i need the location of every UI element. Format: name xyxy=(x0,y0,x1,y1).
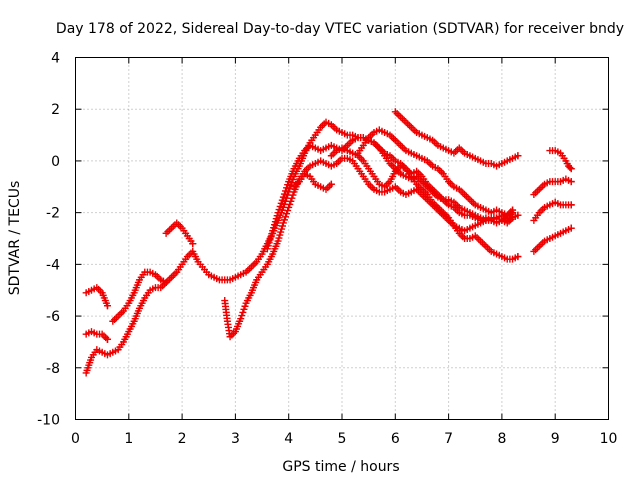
y-tick-label: -10 xyxy=(37,413,60,429)
series-arc-7 xyxy=(263,134,522,253)
x-tick-label: 5 xyxy=(338,431,347,447)
data-point xyxy=(278,196,286,204)
data-point xyxy=(327,180,335,188)
y-axis-label: SDTVAR / TECUs xyxy=(7,181,23,296)
data-point xyxy=(275,206,283,214)
data-point xyxy=(288,194,296,202)
y-tick-label: -2 xyxy=(46,206,60,222)
y-tick-label: 4 xyxy=(51,51,60,67)
x-tick-label: 4 xyxy=(284,431,293,447)
data-point xyxy=(282,187,290,195)
series-arc-1 xyxy=(82,284,111,310)
data-point xyxy=(509,206,517,214)
data-point xyxy=(287,197,295,205)
series-arc-2 xyxy=(82,328,111,343)
series-arc-6 xyxy=(221,154,517,341)
data-point xyxy=(276,202,284,210)
data-point xyxy=(285,203,293,211)
data-marks xyxy=(82,108,575,377)
y-tick-label: 2 xyxy=(51,102,60,118)
data-point xyxy=(284,207,292,215)
data-point xyxy=(289,191,297,199)
data-point xyxy=(279,219,287,227)
chart-title: Day 178 of 2022, Sidereal Day-to-day VTE… xyxy=(56,21,624,37)
data-point xyxy=(103,302,111,310)
data-point xyxy=(279,193,287,201)
data-point xyxy=(237,315,245,323)
data-point xyxy=(282,213,290,221)
y-tick-label: 0 xyxy=(51,154,60,170)
data-point xyxy=(240,305,248,313)
data-point xyxy=(514,152,522,160)
series-arc-5 xyxy=(162,219,197,248)
x-tick-label: 1 xyxy=(124,431,133,447)
data-point xyxy=(567,165,575,173)
x-tick-label: 7 xyxy=(444,431,453,447)
x-tick-label: 2 xyxy=(178,431,187,447)
plot-frame xyxy=(75,57,609,420)
x-tick-label: 10 xyxy=(600,431,618,447)
data-point xyxy=(280,216,288,224)
y-tick-label: -4 xyxy=(46,257,60,273)
series-arc-8 xyxy=(327,144,517,227)
data-point xyxy=(277,199,285,207)
x-tick-label: 0 xyxy=(71,431,80,447)
series-arc-10 xyxy=(391,108,522,170)
x-axis-label: GPS time / hours xyxy=(282,459,399,475)
data-point xyxy=(283,210,291,218)
data-point xyxy=(286,200,294,208)
series-arc-4 xyxy=(109,268,170,325)
series-arc-15 xyxy=(546,147,575,173)
series-arc-3 xyxy=(82,118,522,377)
data-point xyxy=(241,302,249,310)
data-point xyxy=(274,209,282,217)
data-point xyxy=(238,312,246,320)
x-tick-label: 8 xyxy=(497,431,506,447)
x-tick-label: 9 xyxy=(551,431,560,447)
series-arc-11 xyxy=(290,170,335,193)
data-point xyxy=(567,224,575,232)
x-tick-label: 3 xyxy=(231,431,240,447)
x-tick-label: 6 xyxy=(391,431,400,447)
data-point xyxy=(284,181,292,189)
data-point xyxy=(103,335,111,343)
series-arc-13 xyxy=(530,224,575,255)
axes: 0 1 2 3 4 5 6 7 8 9 10 -10 -8 -6 -4 -2 0 2 4 xyxy=(37,51,617,448)
data-point xyxy=(566,163,574,171)
data-point xyxy=(283,184,291,192)
y-tick-label: -8 xyxy=(46,361,60,377)
series-arc-14 xyxy=(530,175,575,199)
data-point xyxy=(239,308,247,316)
data-point xyxy=(567,178,575,186)
grid xyxy=(75,57,609,420)
series-arc-9 xyxy=(354,126,517,219)
data-point xyxy=(514,253,522,261)
data-point xyxy=(509,214,517,222)
data-point xyxy=(514,211,522,219)
data-point xyxy=(567,201,575,209)
y-tick-label: -6 xyxy=(46,309,60,325)
data-point xyxy=(280,190,288,198)
data-point xyxy=(162,278,170,286)
series-arc-12 xyxy=(530,198,575,224)
data-point xyxy=(189,240,197,248)
